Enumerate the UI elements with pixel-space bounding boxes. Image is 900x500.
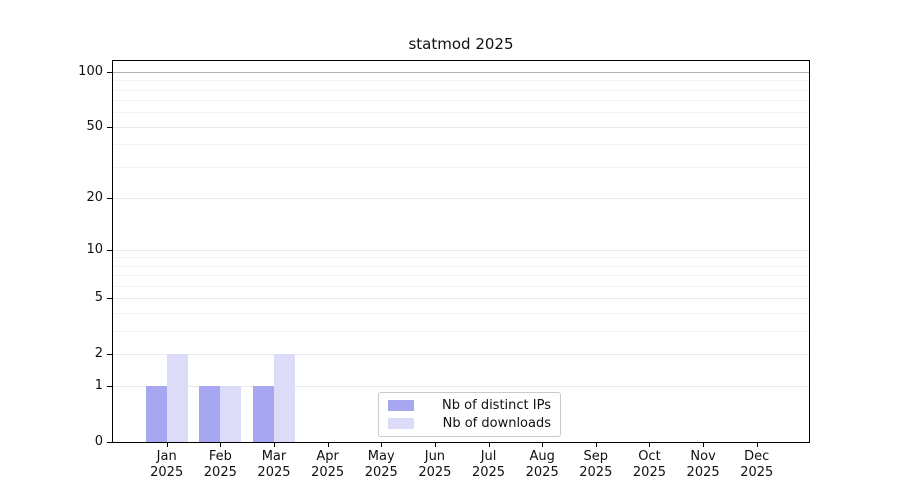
x-tick-label-oct: Oct 2025 xyxy=(632,449,666,480)
bar-mar-downloads xyxy=(273,353,295,442)
legend-swatch-downloads xyxy=(388,418,414,429)
bar-jan-downloads xyxy=(166,353,188,442)
legend: Nb of distinct IPs Nb of downloads xyxy=(378,392,561,437)
x-tick-label-jan: Jan 2025 xyxy=(150,449,184,480)
x-tick-mark xyxy=(595,443,597,447)
y-tick-mark xyxy=(107,386,112,388)
x-tick-mark xyxy=(220,443,222,447)
y-tick-label: 100 xyxy=(78,64,103,79)
legend-item-distinct-ips: Nb of distinct IPs xyxy=(388,398,551,413)
y-tick-label: 1 xyxy=(94,378,103,394)
x-tick-label-jun: Jun 2025 xyxy=(418,449,452,480)
y-tick-mark xyxy=(107,72,112,73)
minor-gridline xyxy=(113,80,809,82)
minor-gridline xyxy=(113,89,809,91)
x-tick-mark xyxy=(703,443,705,447)
y-tick-mark xyxy=(107,126,112,128)
minor-gridline xyxy=(113,166,809,168)
minor-gridline xyxy=(113,330,809,332)
bar-jan-ips xyxy=(145,386,167,442)
minor-gridline xyxy=(113,285,809,287)
x-tick-mark xyxy=(434,443,436,447)
minor-gridline xyxy=(113,144,809,146)
x-tick-mark xyxy=(542,443,544,447)
bar-feb-downloads xyxy=(220,386,242,442)
minor-gridline xyxy=(113,265,809,267)
y-tick-label: 5 xyxy=(94,290,103,306)
major-gridline xyxy=(113,72,809,73)
x-tick-label-sep: Sep 2025 xyxy=(579,449,613,480)
minor-gridline xyxy=(113,275,809,277)
minor-gridline xyxy=(113,100,809,102)
major-gridline xyxy=(113,298,809,300)
plot-area xyxy=(112,60,810,443)
chart-title: statmod 2025 xyxy=(408,35,514,53)
legend-label-downloads: Nb of downloads xyxy=(442,416,551,431)
y-tick-mark xyxy=(107,249,112,251)
major-gridline xyxy=(113,249,809,251)
x-tick-mark xyxy=(327,443,329,447)
major-gridline xyxy=(113,126,809,128)
y-tick-label: 10 xyxy=(86,241,103,257)
legend-label-distinct-ips: Nb of distinct IPs xyxy=(442,398,551,413)
x-tick-label-apr: Apr 2025 xyxy=(311,449,345,480)
y-tick-label: 0 xyxy=(94,434,103,449)
y-tick-label: 20 xyxy=(86,189,103,205)
legend-swatch-distinct-ips xyxy=(388,400,414,411)
x-tick-label-jul: Jul 2025 xyxy=(471,449,506,480)
legend-item-downloads: Nb of downloads xyxy=(388,416,551,431)
x-tick-mark xyxy=(649,443,651,447)
minor-gridline xyxy=(113,312,809,314)
minor-gridline xyxy=(113,112,809,114)
x-tick-label-may: May 2025 xyxy=(364,449,398,480)
x-tick-mark xyxy=(381,443,383,447)
x-tick-label-nov: Nov 2025 xyxy=(686,449,720,480)
y-tick-mark xyxy=(107,298,112,300)
y-tick-mark xyxy=(107,197,112,199)
x-tick-label-feb: Feb 2025 xyxy=(203,449,237,480)
bar-mar-ips xyxy=(252,386,274,442)
major-gridline xyxy=(113,197,809,199)
y-tick-label: 2 xyxy=(94,345,103,361)
minor-gridline xyxy=(113,257,809,259)
x-tick-mark xyxy=(166,443,168,447)
major-gridline xyxy=(113,386,809,388)
x-tick-label-mar: Mar 2025 xyxy=(257,449,291,480)
y-tick-mark xyxy=(107,442,112,443)
y-tick-mark xyxy=(107,353,112,355)
x-tick-mark xyxy=(488,443,490,447)
bar-feb-ips xyxy=(199,386,221,442)
x-tick-mark xyxy=(273,443,275,447)
y-tick-label: 50 xyxy=(86,118,103,134)
x-tick-label-aug: Aug 2025 xyxy=(525,449,559,480)
major-gridline xyxy=(113,353,809,355)
x-tick-mark xyxy=(756,443,758,447)
x-tick-label-dec: Dec 2025 xyxy=(740,449,774,480)
